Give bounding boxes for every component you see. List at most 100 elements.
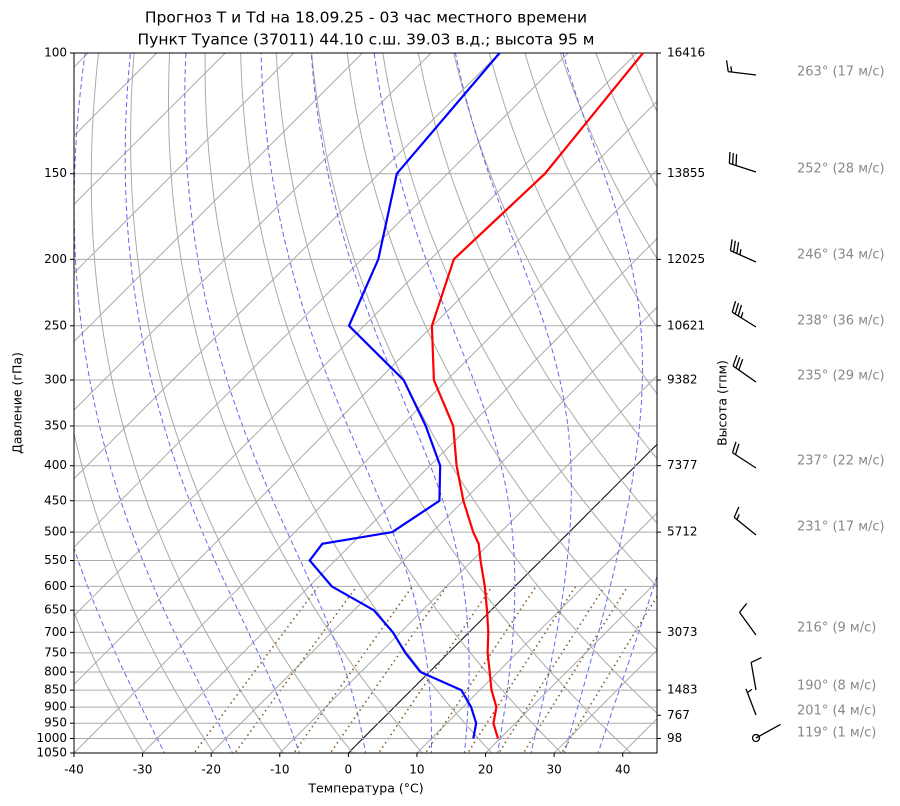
wind-label: 237° (22 м/с) (797, 454, 885, 469)
y-tick-label: 550 (44, 553, 67, 567)
y-tick-label: 400 (44, 458, 67, 472)
barb-shaft (728, 70, 757, 76)
y-tick-label: 350 (44, 418, 67, 432)
plot-layer: 1001502002503003504004505005506006507007… (36, 46, 884, 777)
dry-adiabat (417, 53, 657, 524)
barb-full (750, 656, 762, 664)
mixing-ratio-line (466, 585, 577, 753)
wind-barb (728, 151, 757, 173)
isotherm (74, 53, 364, 343)
y2-tick-label: 98 (667, 731, 682, 745)
barb-full (734, 443, 740, 455)
y-tick-label: 200 (44, 252, 67, 266)
barb-full (735, 154, 738, 166)
x-tick-label: -30 (133, 763, 153, 777)
barb-shaft (745, 688, 757, 716)
chart-subtitle: Пункт Туапсе (37011) 44.10 с.ш. 39.03 в.… (138, 31, 595, 49)
y2-tick-label: 9382 (667, 373, 698, 387)
y-tick-label: 600 (44, 579, 67, 593)
y-tick-label: 300 (44, 373, 67, 387)
wind-label: 238° (36 м/с) (797, 314, 885, 329)
y2-tick-label: 7377 (667, 458, 698, 472)
wind-barb (729, 239, 757, 263)
y-tick-label: 700 (44, 625, 67, 639)
barb-half (730, 66, 733, 73)
barb-full (738, 359, 744, 371)
wind-barb (750, 656, 762, 691)
barb-full (725, 60, 729, 72)
wind-label: 201° (4 м/с) (797, 704, 876, 719)
y2-tick-label: 3073 (667, 625, 698, 639)
y2-tick-label: 13855 (667, 166, 705, 180)
barb-half (747, 688, 753, 694)
y-tick-label: 750 (44, 645, 67, 659)
barb-half (736, 514, 740, 520)
dry-adiabat (488, 53, 657, 395)
wind-label: 252° (28 м/с) (797, 162, 885, 177)
y-tick-label: 900 (44, 700, 67, 714)
x-tick-label: 30 (546, 763, 561, 777)
x-axis-label: Температура (°C) (307, 781, 423, 796)
barb-shaft (729, 162, 757, 173)
dewpoint-line (308, 52, 501, 739)
wind-barb (725, 60, 757, 76)
barb-shaft (732, 365, 757, 383)
wind-label: 216° (9 м/с) (797, 621, 876, 636)
y2-tick-label: 767 (667, 708, 690, 722)
wind-barb (731, 441, 757, 469)
mixing-ratio-line (193, 585, 319, 753)
dry-adiabat (453, 53, 657, 460)
wind-label: 246° (34 м/с) (797, 248, 885, 263)
mixing-ratio-line (497, 585, 606, 753)
mixing-ratio-line (424, 585, 537, 753)
x-tick-label: 10 (409, 763, 424, 777)
dry-adiabat (382, 53, 657, 588)
barb-half (739, 249, 742, 255)
temperature-line (430, 52, 644, 739)
barb-full (731, 441, 737, 453)
chart-title: Прогноз T и Td на 18.09.25 - 03 час мест… (145, 9, 587, 27)
x-tick-label: -10 (270, 763, 290, 777)
wind-label: 231° (17 м/с) (797, 520, 885, 535)
mixing-ratio-line (377, 585, 493, 753)
barb-full (739, 603, 748, 613)
barb-half (740, 312, 744, 318)
barb-shaft (731, 311, 757, 328)
barb-full (737, 304, 743, 317)
plot-frame (73, 52, 658, 754)
barb-full (728, 151, 731, 164)
barb-full (736, 242, 740, 254)
wind-label: 119° (1 м/с) (797, 726, 876, 741)
isotherm (74, 53, 501, 480)
barb-full (732, 354, 738, 367)
y-tick-label: 250 (44, 318, 67, 332)
wind-barb (732, 354, 757, 383)
y-tick-label: 100 (44, 46, 67, 60)
wind-barb (751, 723, 781, 743)
y2-tick-label: 16416 (667, 46, 705, 60)
wind-barb (739, 603, 757, 636)
mixing-ratio-line (233, 585, 358, 753)
mixing-ratio-line (560, 595, 657, 753)
barb-shaft (755, 723, 781, 739)
y2-tick-label: 1483 (667, 683, 698, 697)
x-tick-label: -20 (201, 763, 221, 777)
x-tick-label: -40 (64, 763, 84, 777)
barb-shaft (730, 250, 757, 263)
y-tick-label: 950 (44, 716, 67, 730)
y-tick-label: 1000 (36, 731, 67, 745)
barb-full (732, 240, 736, 253)
y-tick-label: 850 (44, 683, 67, 697)
y-tick-label: 450 (44, 493, 67, 507)
y2-axis-label: Высота (гпм) (715, 360, 730, 446)
barb-shaft (750, 662, 757, 691)
barb-full (732, 153, 734, 165)
barb-full (731, 301, 737, 313)
y2-tick-label: 12025 (667, 252, 705, 266)
barb-shaft (732, 452, 757, 469)
wind-barb (731, 301, 757, 328)
wind-label: 190° (8 м/с) (797, 679, 876, 694)
isotherm (74, 53, 432, 411)
dry-adiabat (346, 53, 657, 651)
x-tick-label: 40 (615, 763, 630, 777)
